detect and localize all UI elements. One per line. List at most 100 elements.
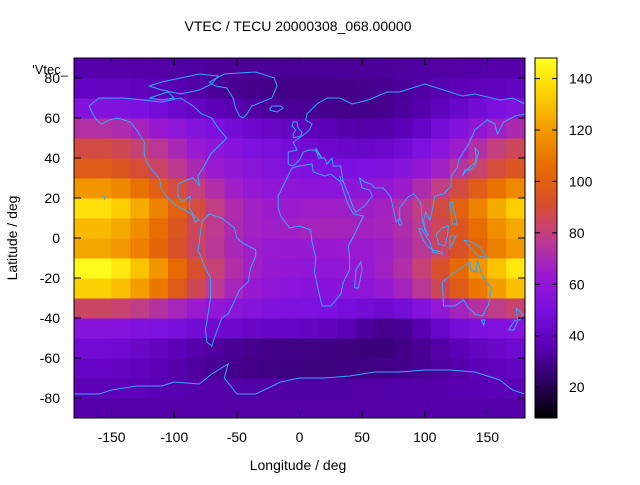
heatmap-cell: [74, 218, 94, 239]
x-axis-label: Longitude / deg: [250, 457, 347, 473]
heatmap-cell: [92, 178, 113, 199]
heatmap-cell: [468, 298, 488, 319]
heatmap-cell: [449, 218, 470, 239]
heatmap-cell: [506, 358, 526, 379]
coastline: [197, 213, 257, 347]
heatmap-cell: [299, 98, 319, 119]
heatmap-cell: [337, 118, 357, 139]
heatmap-cell: [149, 318, 169, 339]
heatmap-cell: [487, 318, 507, 339]
heatmap-cell: [487, 98, 507, 119]
heatmap-cell: [130, 298, 150, 319]
heatmap-cell: [355, 378, 376, 399]
x-tick-label: 100: [413, 429, 437, 445]
heatmap-cell: [506, 98, 526, 119]
heatmap-cell: [449, 358, 470, 379]
heatmap-cell: [431, 198, 451, 219]
heatmap-cell: [431, 218, 451, 239]
coastline: [88, 97, 228, 223]
heatmap-cell: [449, 58, 470, 79]
heatmap-cell: [111, 218, 131, 239]
heatmap-cell: [393, 78, 413, 99]
heatmap-cell: [92, 238, 113, 259]
colorbar-tick-label: 120: [569, 122, 593, 138]
heatmap-cell: [487, 238, 507, 259]
heatmap-cell: [449, 318, 470, 339]
y-ticks: -80 -60 -40 -20 0 20 40 60 80: [40, 70, 525, 406]
heatmap-cell: [318, 218, 338, 239]
x-tick-label: -50: [227, 429, 247, 445]
heatmap-cell: [243, 278, 263, 299]
heatmap-cell: [374, 298, 394, 319]
heatmap-cell: [74, 258, 94, 279]
heatmap-cell: [280, 238, 300, 259]
heatmap-cell: [337, 178, 357, 199]
heatmap-cell: [468, 78, 488, 99]
heatmap-cell: [393, 238, 413, 259]
heatmap-cell: [205, 278, 225, 299]
heatmap-cell: [149, 98, 169, 119]
heatmap-cell: [261, 78, 282, 99]
heatmap-cell: [299, 218, 319, 239]
heatmap-cell: [393, 158, 413, 179]
heatmap-cell: [224, 178, 244, 199]
heatmap-cell: [299, 198, 319, 219]
heatmap-cell: [74, 318, 94, 339]
heatmap-cell: [130, 238, 150, 259]
heatmap-cell: [431, 158, 451, 179]
heatmap-cell: [355, 158, 376, 179]
heatmap-cell: [280, 158, 300, 179]
heatmap-cell: [412, 138, 432, 159]
heatmap-cell: [149, 338, 169, 359]
heatmap-cell: [449, 198, 470, 219]
heatmap-cell: [355, 238, 376, 259]
heatmap-cell: [318, 278, 338, 299]
heatmap-cell: [337, 338, 357, 359]
heatmap-cell: [299, 178, 319, 199]
heatmap-cell: [355, 258, 376, 279]
heatmap-cell: [412, 278, 432, 299]
heatmap-cell: [224, 378, 244, 399]
heatmap-cell: [355, 58, 376, 79]
heatmap-cell: [74, 238, 94, 259]
heatmap-cell: [468, 258, 488, 279]
heatmap-cell: [431, 278, 451, 299]
heatmap-cell: [299, 78, 319, 99]
heatmap-cell: [224, 298, 244, 319]
coastline: [435, 225, 450, 247]
heatmap-cell: [449, 258, 470, 279]
heatmap-cell: [393, 198, 413, 219]
heatmap-cell: [318, 398, 338, 419]
heatmap-cell: [412, 158, 432, 179]
heatmap-cell: [374, 378, 394, 399]
x-tick-label: 150: [476, 429, 500, 445]
heatmap-cell: [92, 358, 113, 379]
heatmap-cell: [224, 138, 244, 159]
heatmap-cell: [130, 398, 150, 419]
heatmap-cell: [261, 238, 282, 259]
heatmap-cell: [205, 398, 225, 419]
heatmap-cell: [412, 258, 432, 279]
heatmap-cell: [261, 258, 282, 279]
heatmap-cell: [318, 338, 338, 359]
heatmap-cell: [431, 78, 451, 99]
heatmap-cell: [487, 178, 507, 199]
heatmap-cell: [92, 158, 113, 179]
heatmap-cell: [167, 278, 188, 299]
heatmap-cell: [468, 98, 488, 119]
heatmap-cell: [243, 218, 263, 239]
heatmap-cell: [186, 318, 207, 339]
heatmap-cell: [337, 58, 357, 79]
heatmap-cell: [393, 318, 413, 339]
heatmap-cell: [92, 118, 113, 139]
colorbar-tick-label: 80: [569, 225, 585, 241]
heatmap-cell: [186, 278, 207, 299]
heatmap-cell: [468, 378, 488, 399]
heatmap-cell: [431, 298, 451, 319]
heatmap-cell: [374, 78, 394, 99]
heatmap-cell: [468, 358, 488, 379]
heatmap-cell: [449, 238, 470, 259]
heatmap-cell: [149, 298, 169, 319]
heatmap-cell: [111, 318, 131, 339]
heatmap-cell: [224, 358, 244, 379]
